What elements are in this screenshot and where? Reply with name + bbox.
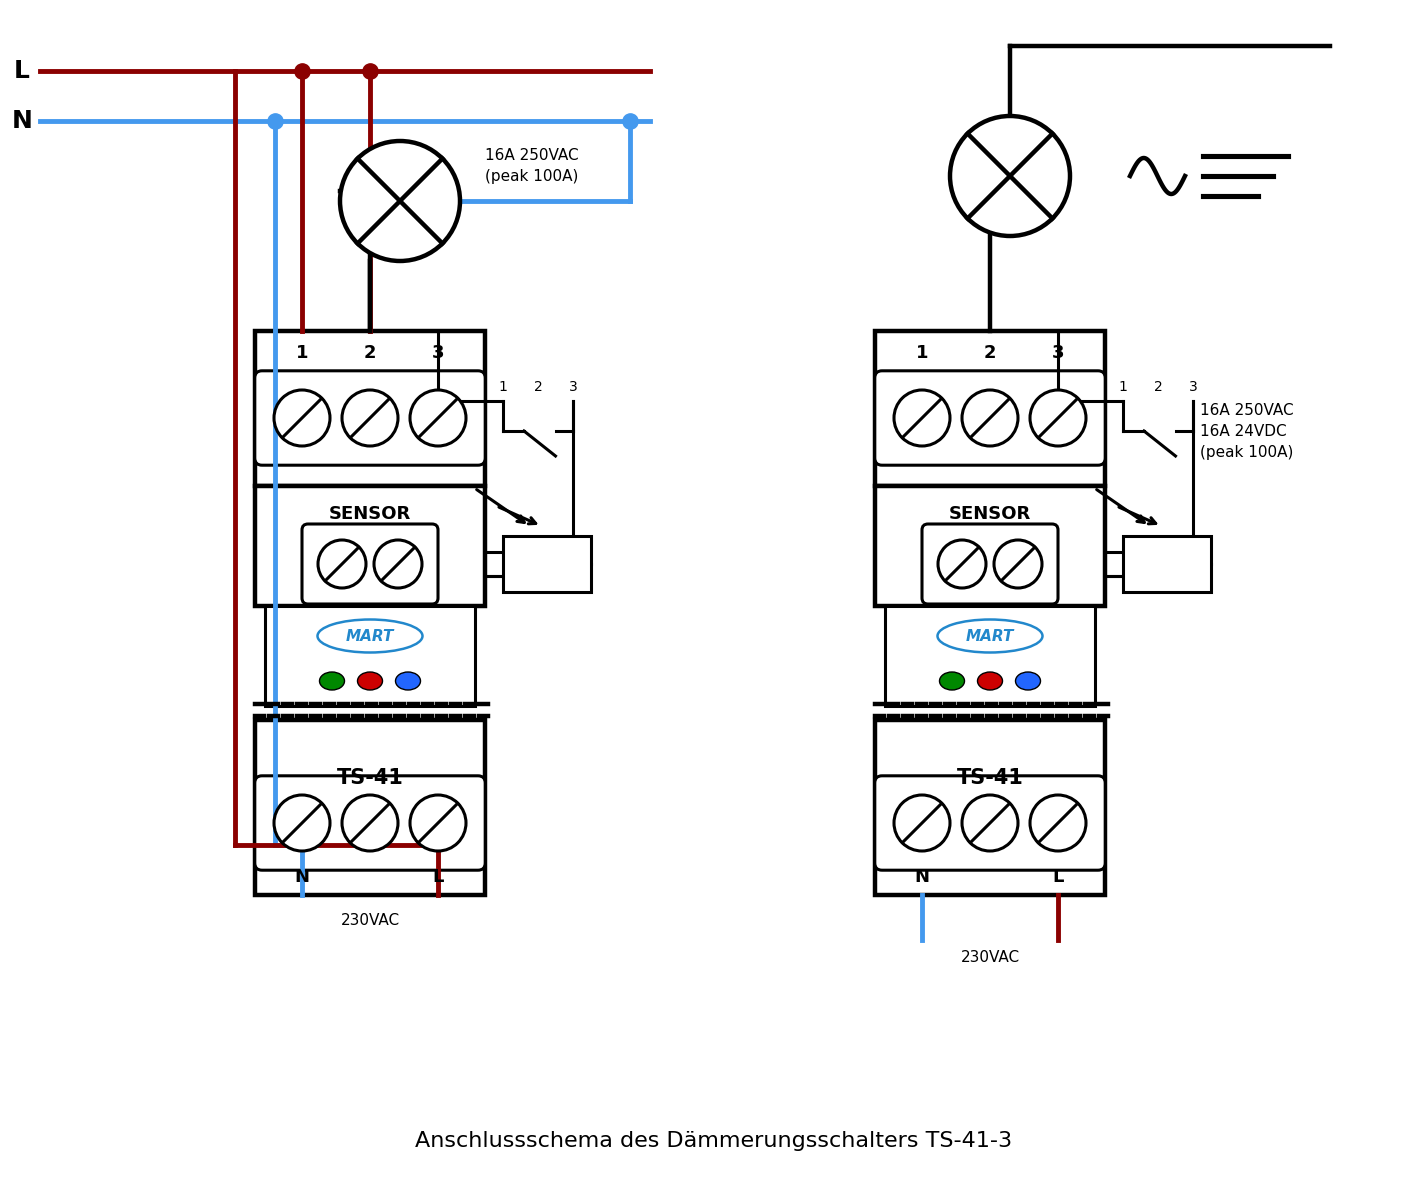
Text: N: N [915, 868, 929, 886]
Bar [875, 721, 1104, 895]
Bar [885, 607, 1095, 706]
Text: 1: 1 [295, 343, 308, 362]
Text: 3: 3 [568, 380, 578, 394]
Circle shape [274, 795, 330, 852]
Circle shape [374, 540, 422, 588]
Text: 16A 250VAC
(peak 100A): 16A 250VAC (peak 100A) [485, 148, 578, 184]
Text: Anschlussschema des Dämmerungsschalters TS-41-3: Anschlussschema des Dämmerungsschalters … [415, 1131, 1012, 1151]
Ellipse shape [320, 673, 344, 691]
Circle shape [995, 540, 1042, 588]
Text: 230VAC: 230VAC [341, 913, 400, 928]
Text: 1: 1 [916, 343, 928, 362]
Text: 1: 1 [1119, 380, 1127, 394]
Ellipse shape [1016, 673, 1040, 691]
FancyBboxPatch shape [875, 776, 1104, 871]
Ellipse shape [977, 673, 1003, 691]
Circle shape [318, 540, 365, 588]
Circle shape [938, 540, 986, 588]
Circle shape [342, 390, 398, 446]
Text: 16A 250VAC
16A 24VDC
(peak 100A): 16A 250VAC 16A 24VDC (peak 100A) [1200, 402, 1294, 460]
FancyBboxPatch shape [875, 371, 1104, 465]
Circle shape [893, 390, 950, 446]
Bar [502, 536, 591, 592]
Ellipse shape [395, 673, 421, 691]
Bar [255, 721, 485, 895]
Bar [1123, 536, 1212, 592]
Text: 3: 3 [1052, 343, 1065, 362]
Text: TS-41: TS-41 [956, 767, 1023, 788]
Circle shape [950, 116, 1070, 237]
Text: N: N [294, 868, 310, 886]
Text: L: L [1052, 868, 1063, 886]
Text: TS-41: TS-41 [337, 767, 404, 788]
Circle shape [962, 390, 1017, 446]
Text: N: N [11, 109, 33, 133]
Text: MART: MART [345, 628, 394, 644]
FancyBboxPatch shape [303, 524, 438, 604]
Circle shape [410, 390, 467, 446]
Bar [875, 486, 1104, 607]
Ellipse shape [317, 620, 422, 652]
Text: 2: 2 [1153, 380, 1163, 394]
Bar [255, 486, 485, 607]
Text: 2: 2 [983, 343, 996, 362]
Text: 2: 2 [534, 380, 542, 394]
Bar [875, 331, 1104, 486]
Bar [255, 331, 485, 486]
Text: SENSOR: SENSOR [949, 504, 1032, 522]
FancyBboxPatch shape [255, 776, 485, 871]
FancyBboxPatch shape [922, 524, 1057, 604]
Ellipse shape [938, 620, 1043, 652]
Ellipse shape [939, 673, 965, 691]
Text: SENSOR: SENSOR [328, 504, 411, 522]
FancyBboxPatch shape [255, 371, 485, 465]
Circle shape [1030, 795, 1086, 852]
Text: 1: 1 [498, 380, 508, 394]
Bar [265, 607, 475, 706]
Circle shape [340, 141, 459, 261]
Text: L: L [432, 868, 444, 886]
Ellipse shape [358, 673, 382, 691]
Text: 3: 3 [432, 343, 444, 362]
Text: 230VAC: 230VAC [960, 950, 1019, 964]
Circle shape [962, 795, 1017, 852]
Circle shape [1030, 390, 1086, 446]
Text: L: L [14, 59, 30, 83]
Circle shape [893, 795, 950, 852]
Text: 3: 3 [1189, 380, 1197, 394]
Circle shape [410, 795, 467, 852]
Text: MART: MART [966, 628, 1015, 644]
Circle shape [274, 390, 330, 446]
Text: 2: 2 [364, 343, 377, 362]
Circle shape [342, 795, 398, 852]
